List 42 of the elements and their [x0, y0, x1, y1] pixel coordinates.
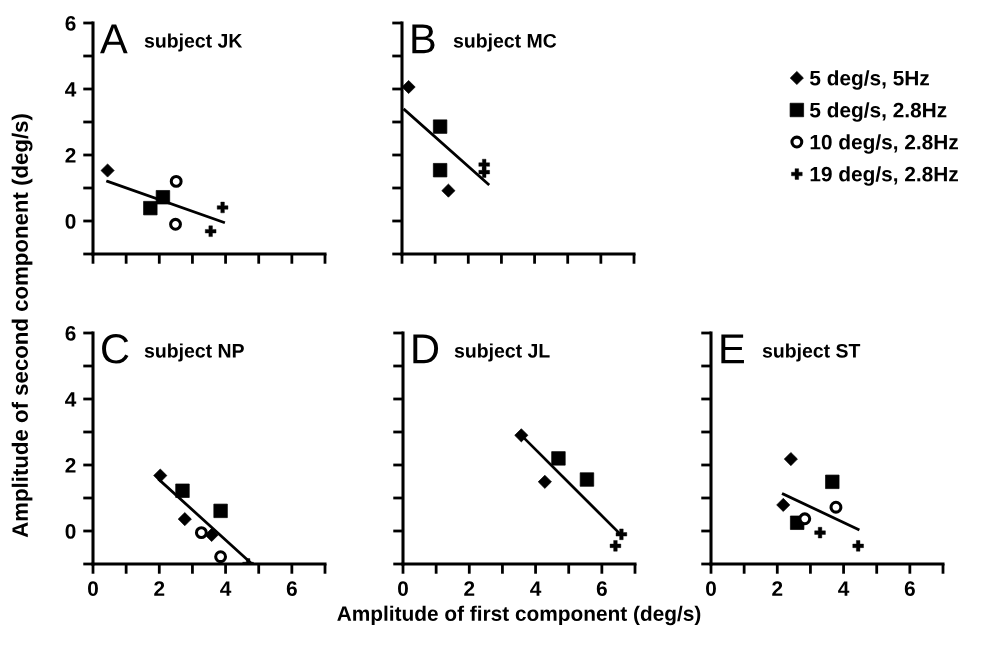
y-tick-label: 2	[65, 148, 76, 163]
y-tick-label: 4	[65, 392, 77, 407]
y-tick-label: 0	[65, 524, 76, 539]
y-tick-label: 4	[65, 82, 77, 97]
x-tick-label: 0	[706, 581, 716, 596]
legend-label: 5 deg/s, 2.8Hz	[809, 102, 947, 122]
chart-title: D	[413, 334, 439, 364]
legend-label: 19 deg/s, 2.8Hz	[810, 166, 958, 186]
point	[194, 526, 208, 540]
x-axis-title: Amplitude of first component (deg/s)	[337, 605, 701, 626]
text: subject JK	[144, 33, 243, 52]
x-tick-label: 6	[286, 581, 297, 596]
point	[169, 217, 182, 231]
x-tick-label: 4	[220, 581, 232, 596]
y-tick-label: 0	[65, 214, 76, 229]
point	[829, 500, 843, 514]
chart-title: E	[721, 334, 744, 364]
x-tick-label: 6	[904, 581, 915, 596]
x-tick-label: 4	[530, 581, 542, 596]
x-tick-label: 0	[398, 581, 408, 596]
x-tick-label: 2	[772, 581, 783, 596]
chart-title: C	[102, 334, 129, 364]
text: subject ST	[762, 343, 861, 362]
chart-title: A	[100, 24, 128, 54]
point	[169, 174, 183, 188]
x-tick-label: 4	[838, 581, 850, 596]
legend-label: 10 deg/s, 2.8Hz	[810, 134, 958, 154]
text: subject MC	[453, 33, 557, 52]
y-axis-title: Amplitude of second component (deg/s)	[11, 114, 33, 538]
x-tick-label: 2	[154, 581, 165, 596]
x-tick-label: 2	[464, 581, 475, 596]
x-tick-label: 6	[596, 581, 607, 596]
point	[214, 550, 228, 564]
y-tick-label: 2	[65, 458, 76, 473]
x-tick-label: 0	[88, 581, 98, 596]
y-tick-label: 6	[65, 16, 76, 31]
text: subject JL	[454, 343, 550, 362]
chart-title: B	[412, 24, 435, 54]
legend-label: 5 deg/s, 5Hz	[809, 70, 930, 90]
text: subject NP	[144, 343, 244, 362]
point	[798, 512, 812, 526]
y-tick-label: 6	[65, 326, 76, 341]
